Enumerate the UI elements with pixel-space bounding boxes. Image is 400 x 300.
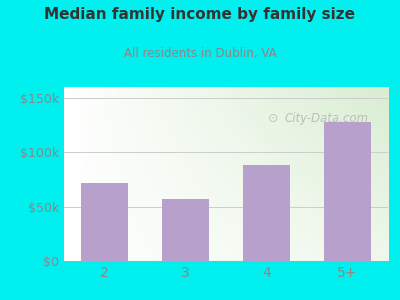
Bar bbox=[324, 122, 371, 261]
Text: Median family income by family size: Median family income by family size bbox=[44, 8, 356, 22]
Bar bbox=[243, 165, 290, 261]
Text: ⊙: ⊙ bbox=[268, 112, 279, 125]
Bar bbox=[162, 199, 209, 261]
Bar bbox=[81, 183, 128, 261]
Text: All residents in Dublin, VA: All residents in Dublin, VA bbox=[124, 46, 276, 59]
Text: City-Data.com: City-Data.com bbox=[284, 112, 368, 125]
